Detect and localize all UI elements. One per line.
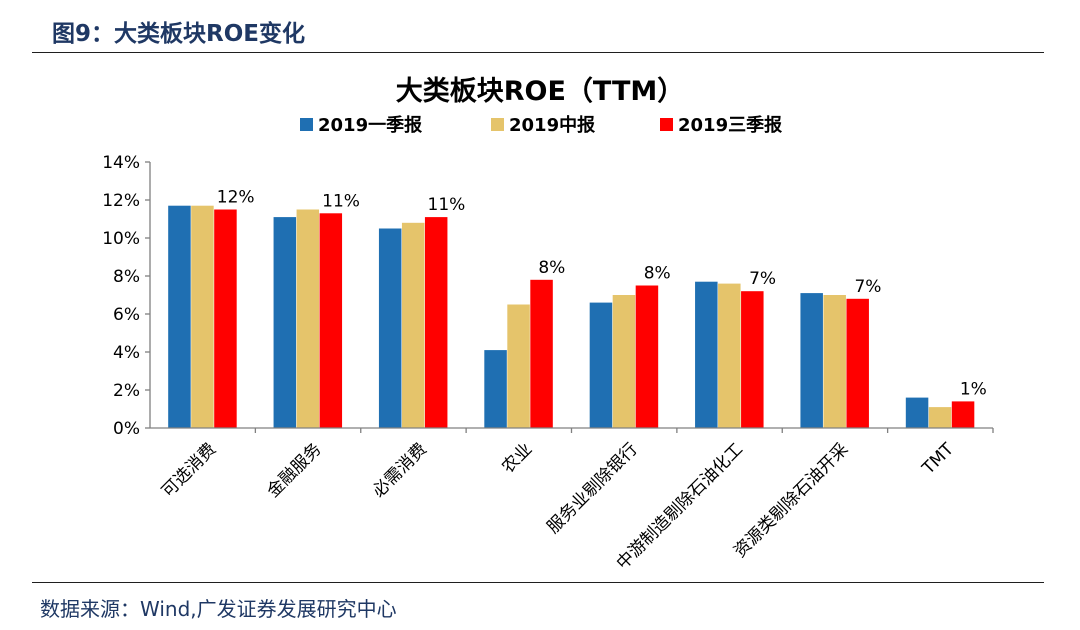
bar-3-5 [635,285,659,428]
bar-3-6 [741,291,764,428]
bar-1-5 [589,302,613,428]
legend: 2019一季报 2019中报 2019三季报 [300,114,782,136]
data-label: 7% [749,269,776,289]
bar-1-2 [273,217,297,428]
plot-area: 0% 2% 4% 6% 8% 10% 12% 14% 12% 可选消费 11% 金融服务 11% 必需消费… [102,153,994,574]
top-divider [32,52,1044,53]
bar-2-6 [718,283,741,428]
bar-1-8 [905,397,929,428]
bar-3-4 [530,279,553,428]
bar-2-2 [296,209,320,428]
legend-label-1: 2019一季报 [318,114,422,136]
bar-2-1 [191,205,214,428]
bar-1-4 [484,350,507,428]
x-tick-label: 农业 [498,439,536,477]
y-tick-label: 2% [113,381,140,401]
y-tick-label: 14% [102,153,140,173]
x-tick-label: 金融服务 [263,439,325,501]
data-label: 11% [428,195,466,215]
y-tick-label: 0% [113,419,140,439]
legend-swatch-2 [491,118,504,131]
bar-3-7 [846,298,869,428]
figure-caption: 图9：大类板块ROE变化 [52,21,305,47]
bar-2-5 [612,295,636,428]
legend-swatch-1 [300,118,313,131]
bar-1-7 [800,293,823,428]
y-tick-label: 10% [102,229,140,249]
bar-3-2 [319,213,343,428]
bottom-divider [32,582,1044,583]
x-tick-label: 资源类剔除石油开采 [730,439,852,561]
data-label: 1% [960,379,987,399]
data-label: 8% [538,258,565,278]
bar-1-6 [695,281,718,428]
bar-3-1 [214,209,237,428]
y-tick-label: 6% [113,305,140,325]
x-tick-label: 必需消费 [369,439,431,501]
bar-1-3 [378,228,402,428]
bar-2-7 [823,295,846,428]
bar-2-4 [507,304,530,428]
bar-3-3 [424,217,448,428]
source-note: 数据来源：Wind,广发证券发展研究中心 [40,597,397,621]
data-label: 8% [644,264,671,284]
x-tick-label: 服务业剔除银行 [543,439,641,537]
y-tick-label: 12% [102,191,140,211]
data-label: 7% [854,277,881,297]
bar-2-8 [928,407,952,428]
x-tick-label: 可选消费 [158,439,220,501]
bar-3-8 [951,401,975,428]
legend-label-3: 2019三季报 [678,114,782,136]
chart-title: 大类板块ROE（TTM） [396,76,685,107]
data-label: 12% [217,188,255,208]
y-tick-label: 4% [113,343,140,363]
x-tick-label: TMT [918,439,958,479]
legend-swatch-3 [660,118,673,131]
legend-label-2: 2019中报 [509,114,595,136]
data-label: 11% [322,191,360,211]
bar-2-3 [401,222,425,428]
y-tick-label: 8% [113,267,140,287]
bar-1-1 [168,205,191,428]
